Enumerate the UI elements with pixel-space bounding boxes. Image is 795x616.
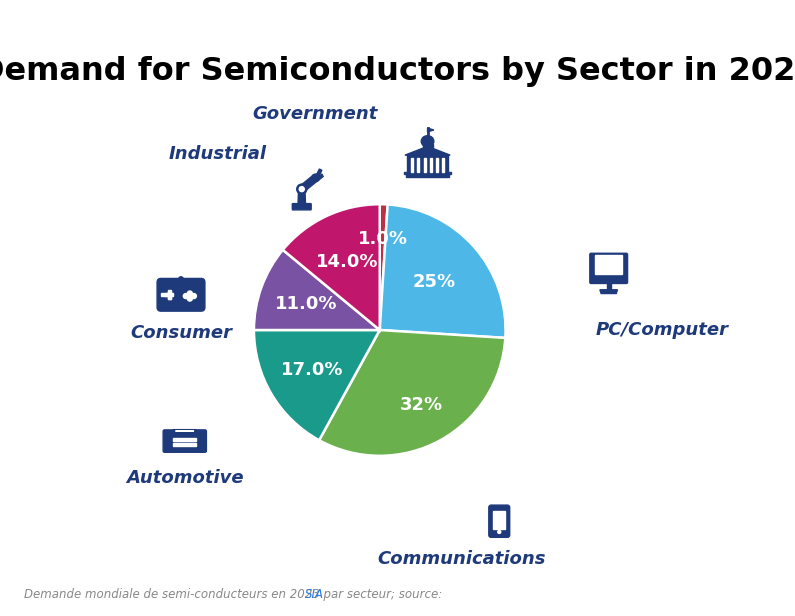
Text: 1.0%: 1.0% — [358, 230, 408, 248]
FancyBboxPatch shape — [489, 505, 510, 537]
Wedge shape — [254, 250, 380, 330]
FancyBboxPatch shape — [165, 293, 173, 296]
Polygon shape — [600, 290, 618, 294]
FancyBboxPatch shape — [404, 171, 452, 174]
Text: 11.0%: 11.0% — [275, 294, 338, 312]
Wedge shape — [254, 330, 380, 440]
Circle shape — [299, 187, 304, 192]
Circle shape — [192, 294, 196, 299]
FancyBboxPatch shape — [429, 158, 432, 171]
Circle shape — [498, 530, 501, 533]
FancyBboxPatch shape — [157, 278, 205, 311]
FancyBboxPatch shape — [406, 174, 449, 177]
Text: 17.0%: 17.0% — [281, 361, 344, 379]
FancyBboxPatch shape — [173, 437, 196, 440]
Text: Demand for Semiconductors by Sector in 2023: Demand for Semiconductors by Sector in 2… — [0, 56, 795, 87]
Polygon shape — [428, 128, 434, 132]
Circle shape — [312, 174, 320, 182]
FancyBboxPatch shape — [161, 293, 170, 296]
FancyBboxPatch shape — [436, 158, 437, 171]
FancyBboxPatch shape — [173, 443, 196, 446]
Wedge shape — [319, 330, 506, 456]
Wedge shape — [380, 205, 506, 338]
Text: PC/Computer: PC/Computer — [596, 321, 729, 339]
Circle shape — [297, 184, 307, 194]
FancyBboxPatch shape — [293, 204, 311, 210]
Polygon shape — [298, 189, 305, 205]
Text: SIA: SIA — [304, 588, 324, 601]
Wedge shape — [380, 205, 388, 330]
FancyBboxPatch shape — [595, 256, 622, 274]
Text: Industrial: Industrial — [169, 145, 266, 163]
Circle shape — [179, 277, 184, 282]
FancyBboxPatch shape — [417, 158, 420, 171]
FancyBboxPatch shape — [442, 158, 444, 171]
FancyBboxPatch shape — [424, 158, 425, 171]
Circle shape — [184, 294, 188, 299]
FancyBboxPatch shape — [412, 158, 413, 171]
Text: Demande mondiale de semi-conducteurs en 2023 par secteur; source:: Demande mondiale de semi-conducteurs en … — [24, 588, 446, 601]
FancyBboxPatch shape — [422, 144, 432, 149]
Polygon shape — [169, 429, 200, 432]
FancyBboxPatch shape — [163, 430, 207, 452]
FancyBboxPatch shape — [169, 290, 171, 299]
FancyBboxPatch shape — [168, 291, 171, 299]
FancyBboxPatch shape — [407, 155, 448, 171]
FancyBboxPatch shape — [590, 253, 627, 283]
Polygon shape — [299, 176, 318, 192]
Text: 14.0%: 14.0% — [316, 253, 379, 270]
Text: 25%: 25% — [413, 273, 456, 291]
Text: 32%: 32% — [399, 396, 443, 414]
Circle shape — [188, 291, 192, 296]
Text: Government: Government — [252, 105, 378, 123]
Polygon shape — [316, 174, 323, 182]
Polygon shape — [180, 279, 183, 282]
Ellipse shape — [421, 136, 434, 147]
Polygon shape — [405, 147, 450, 155]
FancyBboxPatch shape — [494, 511, 505, 529]
Text: Automotive: Automotive — [126, 469, 243, 487]
Circle shape — [188, 296, 192, 301]
Polygon shape — [316, 169, 322, 178]
Wedge shape — [283, 205, 380, 330]
Text: Communications: Communications — [378, 550, 545, 568]
Text: Consumer: Consumer — [130, 323, 232, 341]
Polygon shape — [607, 282, 611, 290]
